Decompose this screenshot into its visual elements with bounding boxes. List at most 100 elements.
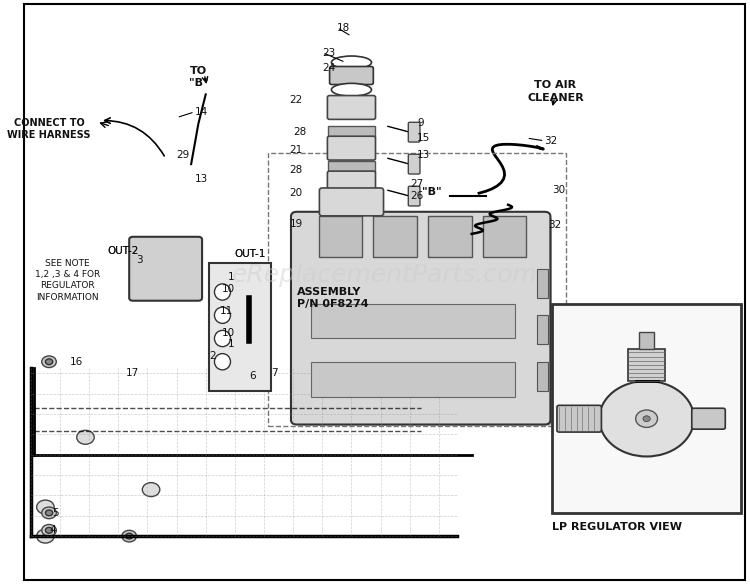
Ellipse shape <box>332 56 371 69</box>
Bar <box>328 161 375 172</box>
Circle shape <box>514 218 524 227</box>
Circle shape <box>376 218 386 227</box>
Text: 29: 29 <box>176 151 190 161</box>
Text: "B": "B" <box>422 187 442 197</box>
Text: 28: 28 <box>293 127 307 137</box>
Text: 32: 32 <box>544 136 558 146</box>
FancyBboxPatch shape <box>328 96 376 119</box>
Text: 5: 5 <box>53 508 59 518</box>
Text: 7: 7 <box>272 369 278 378</box>
Bar <box>552 304 741 513</box>
Text: 21: 21 <box>290 145 303 155</box>
Circle shape <box>42 356 56 367</box>
Circle shape <box>643 416 650 422</box>
Circle shape <box>405 218 415 227</box>
Text: ASSEMBLY
P/N 0F8274: ASSEMBLY P/N 0F8274 <box>297 287 368 308</box>
Circle shape <box>46 510 53 516</box>
Text: 22: 22 <box>290 95 303 105</box>
Circle shape <box>171 246 197 267</box>
Text: 14: 14 <box>195 107 208 117</box>
Text: 30: 30 <box>552 185 565 195</box>
FancyBboxPatch shape <box>297 217 552 426</box>
Circle shape <box>242 347 256 359</box>
Text: 19: 19 <box>290 219 303 229</box>
Circle shape <box>430 218 440 227</box>
FancyBboxPatch shape <box>291 212 550 425</box>
Text: OUT-2: OUT-2 <box>107 246 139 256</box>
Text: 28: 28 <box>290 165 303 175</box>
Text: 27: 27 <box>410 179 423 189</box>
Ellipse shape <box>214 284 230 300</box>
FancyBboxPatch shape <box>692 408 725 429</box>
Text: 10: 10 <box>222 284 235 294</box>
FancyBboxPatch shape <box>320 188 383 216</box>
Text: CONNECT TO
WIRE HARNESS: CONNECT TO WIRE HARNESS <box>8 118 91 141</box>
Ellipse shape <box>214 307 230 324</box>
Text: 20: 20 <box>290 188 303 198</box>
Bar <box>628 349 664 381</box>
FancyBboxPatch shape <box>408 122 420 142</box>
Bar <box>209 263 272 391</box>
Text: 26: 26 <box>410 191 423 201</box>
Bar <box>428 217 472 257</box>
Text: 17: 17 <box>125 369 139 378</box>
Bar <box>311 304 515 339</box>
Text: 1: 1 <box>227 339 234 349</box>
Text: 6: 6 <box>250 371 256 381</box>
Text: 1: 1 <box>227 273 234 283</box>
Circle shape <box>140 272 162 289</box>
Circle shape <box>484 218 495 227</box>
Text: 23: 23 <box>322 47 335 58</box>
Circle shape <box>459 218 470 227</box>
Bar <box>537 361 548 391</box>
Bar <box>328 126 375 137</box>
Text: eReplacementParts.com: eReplacementParts.com <box>231 263 537 287</box>
Text: 10: 10 <box>222 328 235 338</box>
Circle shape <box>636 410 658 427</box>
Circle shape <box>42 507 56 519</box>
Circle shape <box>76 430 94 444</box>
Text: 32: 32 <box>548 220 562 230</box>
Circle shape <box>37 529 54 543</box>
Text: 18: 18 <box>337 23 350 33</box>
Text: TO
"B": TO "B" <box>188 66 209 88</box>
Text: 4: 4 <box>49 525 55 536</box>
Text: 16: 16 <box>70 357 82 367</box>
Bar <box>319 217 362 257</box>
FancyBboxPatch shape <box>329 67 374 85</box>
Circle shape <box>122 530 136 542</box>
Text: TO AIR
CLEANER: TO AIR CLEANER <box>527 80 584 103</box>
Bar <box>374 217 417 257</box>
Text: 15: 15 <box>417 133 430 143</box>
Text: OUT-1: OUT-1 <box>235 249 266 259</box>
Text: 9: 9 <box>417 119 424 128</box>
Bar <box>537 269 548 298</box>
Text: OUT-2: OUT-2 <box>107 246 139 256</box>
Text: 13: 13 <box>195 173 208 183</box>
Bar <box>268 152 566 426</box>
Bar <box>311 361 515 397</box>
Bar <box>537 315 548 345</box>
Circle shape <box>125 533 133 539</box>
Bar <box>483 217 526 257</box>
Ellipse shape <box>332 84 371 96</box>
Text: SEE NOTE
1,2 ,3 & 4 FOR
REGULATOR
INFORMATION: SEE NOTE 1,2 ,3 & 4 FOR REGULATOR INFORM… <box>34 259 100 301</box>
Circle shape <box>142 482 160 496</box>
Circle shape <box>138 246 164 267</box>
Text: 24: 24 <box>322 63 335 73</box>
Text: 11: 11 <box>220 305 233 315</box>
FancyBboxPatch shape <box>328 171 376 195</box>
Text: 2: 2 <box>209 351 216 361</box>
FancyBboxPatch shape <box>328 136 376 160</box>
Text: LP REGULATOR VIEW: LP REGULATOR VIEW <box>553 523 682 533</box>
Text: OUT-1: OUT-1 <box>235 249 266 259</box>
Text: 13: 13 <box>417 151 430 161</box>
Circle shape <box>242 318 256 330</box>
Circle shape <box>37 500 54 514</box>
Ellipse shape <box>214 331 230 347</box>
Circle shape <box>46 527 53 533</box>
FancyBboxPatch shape <box>408 186 420 206</box>
FancyBboxPatch shape <box>408 154 420 174</box>
Circle shape <box>599 381 694 457</box>
FancyBboxPatch shape <box>557 405 602 432</box>
